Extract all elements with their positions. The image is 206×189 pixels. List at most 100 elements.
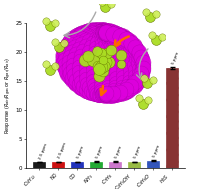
Point (103, 32, 106, 35)
Point (110, 39, 114, 42)
Point (120, 53, 123, 56)
Point (100, 93, 103, 96)
Point (77, 64, 80, 67)
Point (63, 65, 66, 68)
Point (122, 70, 125, 74)
Point (154, 39, 158, 42)
Point (103, 70, 106, 73)
Point (118, 53, 121, 57)
Point (136, 77, 140, 81)
Point (73, 81, 76, 84)
Point (84, 73, 87, 76)
Point (79, 76, 82, 79)
Point (118, 36, 121, 39)
Point (100, 47, 103, 50)
Point (141, 61, 144, 64)
Point (100, 53, 103, 56)
Point (96, 42, 99, 45)
Point (117, 66, 120, 69)
Point (140, 71, 143, 74)
Point (99, 84, 102, 87)
Point (107, 94, 110, 97)
Point (114, 33, 117, 36)
Point (117, 93, 120, 96)
Point (88, 90, 91, 93)
Point (96, 28, 99, 31)
Point (103, 58, 107, 61)
Point (84, 44, 88, 47)
Point (99, 92, 102, 95)
Point (104, 29, 107, 32)
Point (85, 62, 88, 65)
Point (130, 57, 134, 60)
Point (133, 69, 137, 72)
Point (96, 52, 99, 55)
Point (104, 60, 108, 63)
Point (124, 88, 127, 91)
Point (128, 87, 131, 90)
Point (101, 59, 105, 62)
Point (115, 83, 118, 86)
Point (78, 84, 82, 87)
Point (77, 83, 80, 86)
Point (91, 36, 95, 39)
Point (93, 32, 96, 35)
Point (122, 76, 125, 79)
Point (95, 88, 98, 91)
Point (137, 67, 141, 70)
Point (104, 31, 108, 34)
Point (68, 56, 71, 59)
Point (114, 81, 118, 84)
Point (115, 71, 118, 74)
Point (122, 36, 126, 39)
Point (94, 90, 98, 93)
Point (107, 70, 110, 74)
Point (118, 34, 121, 37)
Point (98, 91, 102, 94)
Point (127, 80, 131, 83)
Point (151, 78, 155, 81)
Point (70, 43, 74, 46)
Point (107, 60, 110, 63)
Point (110, 94, 113, 97)
Point (90, 29, 94, 32)
Point (105, 91, 109, 94)
Point (128, 70, 132, 73)
Point (85, 77, 88, 81)
Point (138, 69, 141, 72)
Point (122, 80, 126, 83)
Point (141, 69, 145, 72)
Point (72, 65, 76, 68)
Point (77, 65, 81, 68)
Point (91, 30, 95, 33)
Point (129, 41, 133, 44)
Point (111, 32, 115, 35)
Point (99, 31, 103, 34)
Point (62, 42, 66, 45)
Point (103, 30, 106, 33)
Point (128, 44, 132, 47)
Point (97, 74, 101, 77)
Point (96, 64, 99, 67)
Point (131, 51, 134, 54)
Point (74, 53, 78, 56)
Point (99, 66, 103, 69)
Point (101, 32, 104, 35)
Point (139, 59, 142, 62)
Point (131, 54, 134, 57)
Point (133, 72, 136, 75)
Point (103, 91, 106, 94)
Point (110, 34, 114, 37)
Point (98, 30, 101, 33)
Point (104, 94, 107, 97)
Point (97, 69, 100, 72)
Point (99, 75, 103, 78)
Point (111, 31, 115, 34)
Point (104, 31, 108, 34)
Point (104, 91, 107, 94)
Point (70, 76, 73, 79)
Point (127, 46, 130, 49)
Point (132, 44, 136, 47)
Point (75, 35, 78, 38)
Point (75, 83, 78, 86)
